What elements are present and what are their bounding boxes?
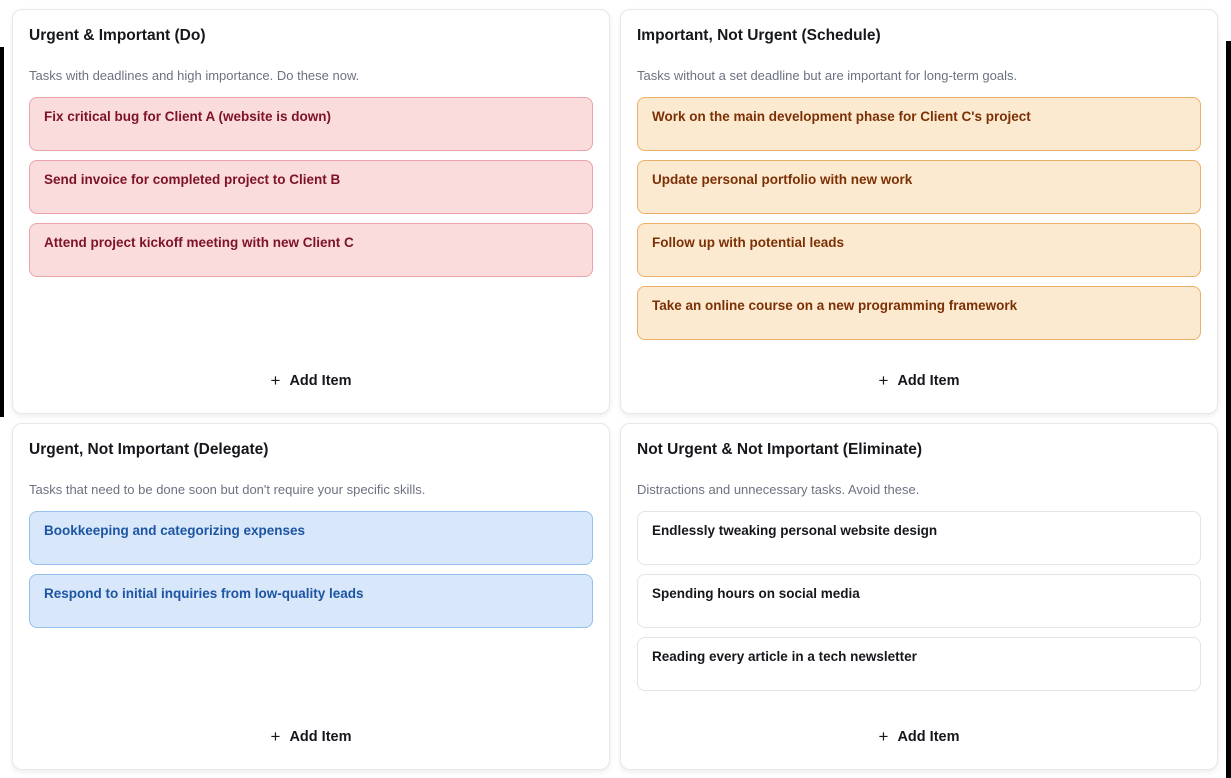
add-item-button[interactable]: + Add Item	[263, 724, 360, 749]
quadrant-title: Important, Not Urgent (Schedule)	[637, 27, 881, 44]
task-card[interactable]: Spending hours on social media	[637, 574, 1201, 628]
add-item-label: Add Item	[289, 372, 352, 389]
quadrant-description: Tasks without a set deadline but are imp…	[637, 68, 1018, 83]
task-card[interactable]: Attend project kickoff meeting with new …	[29, 223, 593, 277]
quadrant-title: Urgent, Not Important (Delegate)	[29, 441, 269, 458]
task-list: Endlessly tweaking personal website desi…	[637, 511, 1201, 691]
task-card[interactable]: Fix critical bug for Client A (website i…	[29, 97, 593, 151]
quadrant-do: Urgent & Important (Do) Tasks with deadl…	[12, 9, 610, 414]
quadrant-title: Urgent & Important (Do)	[29, 27, 206, 44]
add-item-button[interactable]: + Add Item	[871, 368, 968, 393]
add-item-label: Add Item	[289, 728, 352, 745]
quadrant-eliminate: Not Urgent & Not Important (Eliminate) D…	[620, 423, 1218, 770]
plus-icon: +	[270, 727, 281, 746]
left-edge-artifact	[0, 47, 4, 417]
task-list: Work on the main development phase for C…	[637, 97, 1201, 340]
right-edge-artifact	[1226, 41, 1231, 778]
task-card[interactable]: Reading every article in a tech newslett…	[637, 637, 1201, 691]
plus-icon: +	[878, 727, 889, 746]
quadrant-description: Distractions and unnecessary tasks. Avoi…	[637, 482, 920, 497]
task-list: Fix critical bug for Client A (website i…	[29, 97, 593, 277]
task-card[interactable]: Bookkeeping and categorizing expenses	[29, 511, 593, 565]
quadrant-description: Tasks with deadlines and high importance…	[29, 68, 360, 83]
task-card[interactable]: Take an online course on a new programmi…	[637, 286, 1201, 340]
task-card[interactable]: Respond to initial inquiries from low-qu…	[29, 574, 593, 628]
plus-icon: +	[270, 371, 281, 390]
add-item-button[interactable]: + Add Item	[871, 724, 968, 749]
task-list: Bookkeeping and categorizing expenses Re…	[29, 511, 593, 628]
task-card[interactable]: Endlessly tweaking personal website desi…	[637, 511, 1201, 565]
task-card[interactable]: Work on the main development phase for C…	[637, 97, 1201, 151]
task-card[interactable]: Send invoice for completed project to Cl…	[29, 160, 593, 214]
task-card[interactable]: Follow up with potential leads	[637, 223, 1201, 277]
add-item-button[interactable]: + Add Item	[263, 368, 360, 393]
eisenhower-matrix-board: Urgent & Important (Do) Tasks with deadl…	[12, 9, 1218, 770]
quadrant-schedule: Important, Not Urgent (Schedule) Tasks w…	[620, 9, 1218, 414]
quadrant-title: Not Urgent & Not Important (Eliminate)	[637, 441, 923, 458]
task-card[interactable]: Update personal portfolio with new work	[637, 160, 1201, 214]
quadrant-delegate: Urgent, Not Important (Delegate) Tasks t…	[12, 423, 610, 770]
add-item-label: Add Item	[897, 728, 960, 745]
quadrant-description: Tasks that need to be done soon but don'…	[29, 482, 426, 497]
add-item-label: Add Item	[897, 372, 960, 389]
plus-icon: +	[878, 371, 889, 390]
